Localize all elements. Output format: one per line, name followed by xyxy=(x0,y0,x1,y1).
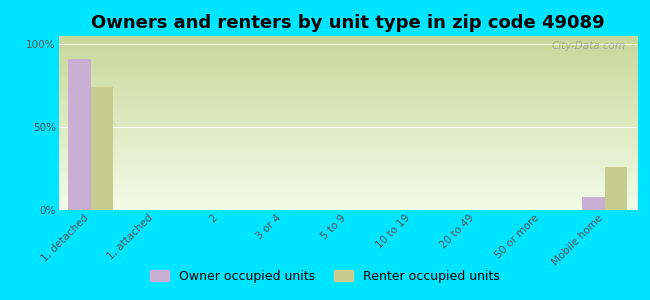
Bar xyxy=(90,87,113,210)
Bar xyxy=(582,197,605,210)
Title: Owners and renters by unit type in zip code 49089: Owners and renters by unit type in zip c… xyxy=(91,14,604,32)
Bar xyxy=(68,59,90,210)
Bar xyxy=(605,167,627,210)
Legend: Owner occupied units, Renter occupied units: Owner occupied units, Renter occupied un… xyxy=(146,265,504,288)
Text: City-Data.com: City-Data.com xyxy=(551,41,625,51)
